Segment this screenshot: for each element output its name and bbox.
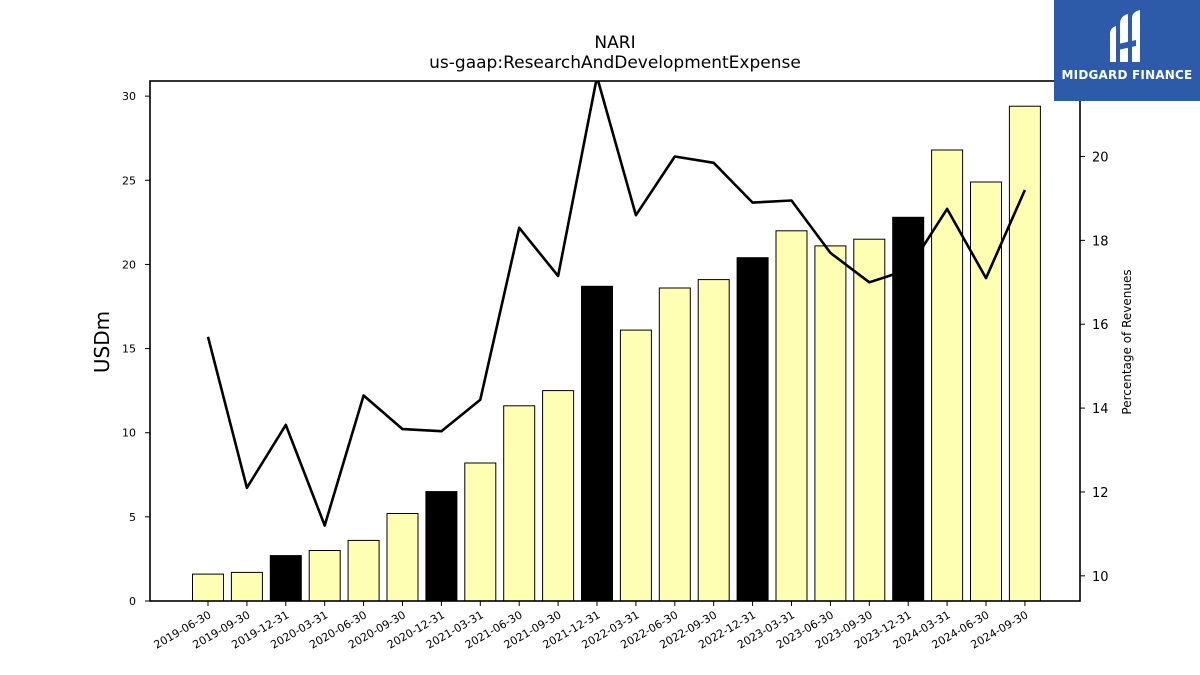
bar-2019-06-30 [192, 573, 224, 602]
y-axis-label: USDm [90, 311, 114, 373]
bar-2019-09-30 [230, 571, 263, 602]
y2-tick-label: 20 [1092, 150, 1109, 165]
bar-2020-03-31 [308, 550, 341, 602]
y-tick-label: 10 [122, 427, 136, 440]
y2-tick-label: 10 [1092, 570, 1109, 585]
y2-tick-label: 16 [1092, 318, 1109, 333]
bar-2021-12-31 [581, 285, 613, 602]
y2-tick-label: 14 [1092, 402, 1109, 417]
line-layer [206, 81, 1027, 527]
bar-2021-06-30 [503, 405, 536, 602]
y2-tick-label: 12 [1092, 486, 1109, 501]
y-tick-label: 15 [122, 343, 136, 356]
y-tick-label: 20 [122, 258, 136, 271]
y2-axis-label: Percentage of Revenues [1120, 269, 1134, 414]
bar-2023-09-30 [853, 238, 886, 602]
bar-2024-03-31 [931, 149, 964, 602]
y-tick-label: 0 [129, 595, 136, 608]
y-tick-label: 25 [122, 174, 136, 187]
midgard-finance-logo: MIDGARD FINANCE [1054, 0, 1200, 101]
bar-2022-12-31 [736, 257, 769, 602]
y2-tick-label: 18 [1092, 234, 1109, 249]
logo-mark-icon [1110, 10, 1140, 62]
bars-layer [192, 105, 1041, 602]
y-tick-label: 30 [122, 90, 136, 103]
logo-text: MIDGARD FINANCE [1061, 68, 1193, 82]
bar-2024-09-30 [1008, 105, 1041, 602]
bar-2023-06-30 [814, 245, 847, 602]
bar-2021-03-31 [464, 462, 497, 602]
bar-2022-09-30 [697, 279, 730, 602]
plot-frame [149, 80, 1081, 602]
chart-title: NARI [594, 33, 635, 53]
bar-2023-12-31 [892, 216, 925, 602]
bar-2024-06-30 [970, 181, 1002, 602]
bar-2022-03-31 [619, 329, 652, 602]
bar-2019-12-31 [269, 555, 302, 602]
chart-subtitle: us-gaap:ResearchAndDevelopmentExpense [429, 53, 801, 73]
bar-2021-09-30 [542, 390, 575, 602]
percentage-line [206, 81, 1027, 527]
bar-2020-09-30 [386, 513, 419, 602]
bar-2020-12-31 [425, 491, 458, 602]
bar-2023-03-31 [775, 230, 808, 602]
bar-2020-06-30 [347, 539, 380, 602]
bar-2022-06-30 [658, 287, 691, 602]
y-tick-label: 5 [129, 511, 136, 524]
